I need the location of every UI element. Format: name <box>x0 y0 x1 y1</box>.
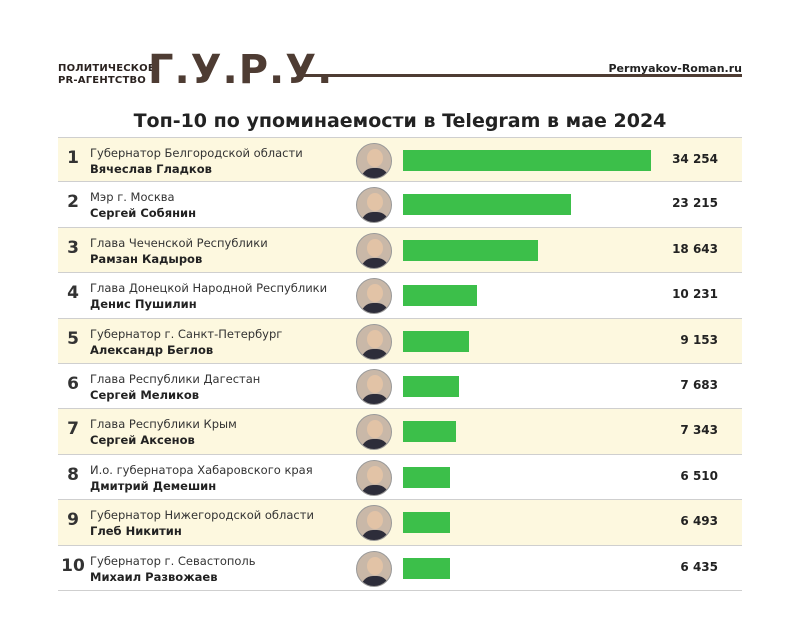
person-name: Михаил Развожаев <box>90 569 218 584</box>
position-label: Глава Республики Крым <box>90 417 237 432</box>
avatar-head <box>367 420 383 439</box>
avatar-body <box>361 439 389 450</box>
avatar <box>356 323 392 360</box>
avatar <box>356 459 392 496</box>
person-name: Денис Пушилин <box>90 297 197 312</box>
bar <box>403 150 651 171</box>
table-row: 9 Губернатор Нижегородской области Глеб Ни… <box>58 500 742 546</box>
avatar <box>356 505 392 542</box>
chart-title: Топ-10 по упоминаемости в Telegram в мае… <box>133 110 667 132</box>
person-name: Дмитрий Демешин <box>90 478 217 493</box>
person-name: Рамзан Кадыров <box>90 251 203 266</box>
avatar <box>356 414 392 451</box>
avatar-head <box>367 374 383 393</box>
rank-label: 10 <box>61 555 85 576</box>
bar <box>403 421 457 443</box>
agency-label: ПОЛИТИЧЕСКОЕ PR-АГЕНТСТВО <box>58 63 155 87</box>
data-label: 7 683 <box>680 377 718 392</box>
data-label: 6 510 <box>680 468 718 483</box>
bar <box>403 194 572 216</box>
rank-label: 7 <box>67 419 79 440</box>
bar <box>403 239 538 261</box>
avatar-head <box>367 193 383 212</box>
data-label: 7 343 <box>680 423 718 438</box>
person-name: Александр Беглов <box>90 342 214 357</box>
position-label: Глава Чеченской Республики <box>90 235 268 250</box>
rank-label: 9 <box>67 510 79 531</box>
rank-label: 3 <box>67 237 79 258</box>
rank-label: 5 <box>67 328 79 349</box>
person-name: Сергей Собянин <box>90 206 197 221</box>
bar <box>403 512 450 534</box>
rank-label: 8 <box>67 464 79 485</box>
table-row: 4 Глава Донецкой Народной Республики Денис… <box>58 273 742 319</box>
person-name: Сергей Аксенов <box>90 433 195 448</box>
avatar-head <box>367 329 383 348</box>
avatar-head <box>367 238 383 257</box>
bar <box>403 375 459 397</box>
avatar <box>356 550 392 587</box>
avatar-head <box>367 149 383 167</box>
data-label: 6 493 <box>680 514 718 529</box>
data-label: 9 153 <box>680 332 718 347</box>
avatar-head <box>367 284 383 303</box>
bar <box>403 330 470 352</box>
avatar <box>356 232 392 269</box>
bar <box>403 285 478 307</box>
table-row: 8 И.о. губернатора Хабаровского края Дмитр… <box>58 455 742 501</box>
position-label: И.о. губернатора Хабаровского края <box>90 462 313 477</box>
position-label: Губернатор Нижегородской области <box>90 508 314 523</box>
rank-label: 2 <box>67 192 79 213</box>
avatar-head <box>367 556 383 575</box>
avatar-head <box>367 465 383 484</box>
site-link[interactable]: Permyakov-Roman.ru <box>608 62 743 75</box>
position-label: Губернатор Белгородской области <box>90 146 303 160</box>
position-label: Мэр г. Москва <box>90 190 175 205</box>
avatar <box>356 187 392 224</box>
avatar-body <box>361 530 389 541</box>
data-label: 10 231 <box>672 287 718 302</box>
avatar-body <box>361 212 389 223</box>
table-row: 6 Глава Республики Дагестан Сергей Меликов… <box>58 364 742 410</box>
person-name: Сергей Меликов <box>90 387 200 402</box>
agency-label-line2: PR-АГЕНТСТВО <box>58 75 146 86</box>
avatar-body <box>361 575 389 586</box>
person-name: Вячеслав Гладков <box>90 162 212 176</box>
position-label: Губернатор г. Санкт-Петербург <box>90 326 283 341</box>
avatar-body <box>361 484 389 495</box>
position-label: Губернатор г. Севастополь <box>90 553 256 568</box>
ranking-table: 1 Губернатор Белгородской области Вячеслав… <box>58 137 742 591</box>
table-row: 1 Губернатор Белгородской области Вячеслав… <box>58 137 742 183</box>
rank-label: 4 <box>67 283 79 304</box>
avatar <box>356 368 392 405</box>
table-row: 7 Глава Республики Крым Сергей Аксенов 7 34… <box>58 409 742 455</box>
avatar-body <box>361 393 389 404</box>
agency-label-line1: ПОЛИТИЧЕСКОЕ <box>58 63 155 74</box>
rank-label: 1 <box>67 148 79 168</box>
data-label: 18 643 <box>672 241 718 256</box>
table-row: 3 Глава Чеченской Республики Рамзан Кадыро… <box>58 227 742 274</box>
header-divider <box>304 74 742 77</box>
bar <box>403 557 450 579</box>
table-row: 2 Мэр г. Москва Сергей Собянин 23 215 <box>58 182 742 228</box>
avatar-body <box>361 348 389 359</box>
rank-label: 6 <box>67 373 79 394</box>
avatar-head <box>367 511 383 530</box>
position-label: Глава Донецкой Народной Республики <box>90 281 328 296</box>
avatar-body <box>361 257 389 268</box>
person-name: Глеб Никитин <box>90 524 182 539</box>
avatar-body <box>361 168 389 178</box>
bar <box>403 466 451 488</box>
table-row: 5 Губернатор г. Санкт-Петербург Александр … <box>58 318 742 364</box>
table-row: 10 Губернатор г. Севастополь Михаил Развож… <box>58 546 742 591</box>
data-label: 34 254 <box>672 152 718 166</box>
avatar <box>356 278 392 315</box>
data-label: 6 435 <box>680 559 718 574</box>
avatar-body <box>361 303 389 314</box>
logo: Г.У.Р.У. <box>148 47 334 93</box>
avatar <box>356 143 392 179</box>
data-label: 23 215 <box>672 196 718 211</box>
position-label: Глава Республики Дагестан <box>90 371 261 386</box>
